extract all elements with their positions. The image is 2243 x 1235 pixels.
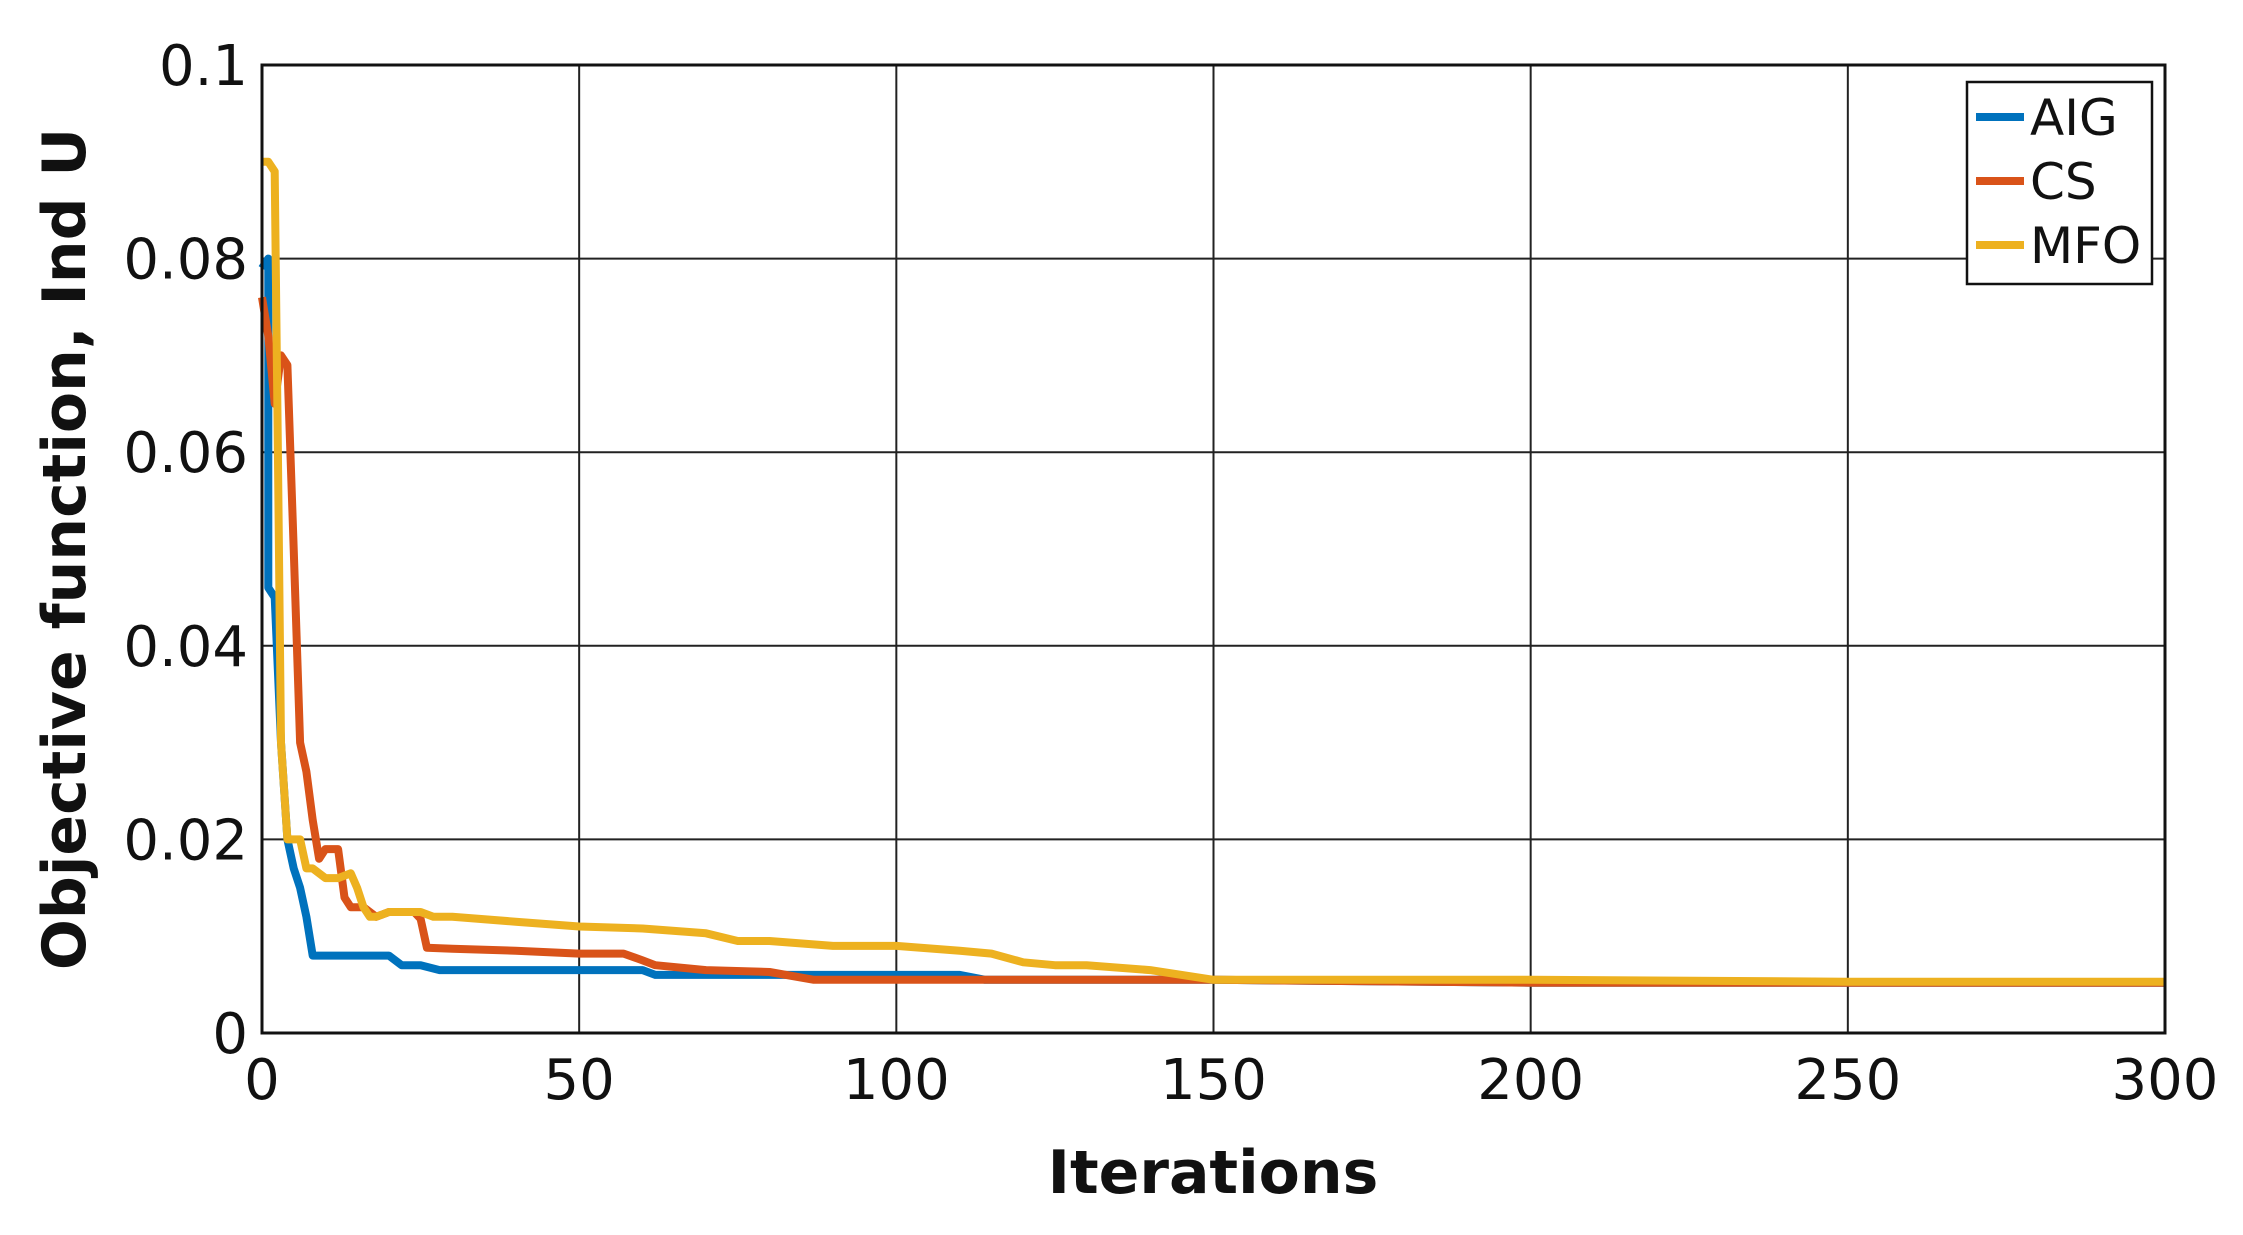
series-group <box>258 157 2165 987</box>
x-tick-label: 50 <box>544 1048 615 1113</box>
legend-label-cs: CS <box>2030 153 2097 211</box>
x-tick-label: 100 <box>843 1048 950 1113</box>
legend-label-aig: AIG <box>2030 89 2118 147</box>
legend: AIG CS MFO <box>1965 80 2154 286</box>
x-tick-label: 150 <box>1160 1048 1267 1113</box>
y-tick-label: 0.1 <box>159 34 248 99</box>
y-tick-label: 0.08 <box>123 228 248 293</box>
y-tick-label: 0 <box>212 1002 248 1067</box>
x-tick-labels: 0 50 100 150 200 250 300 <box>244 1048 2218 1113</box>
legend-label-mfo: MFO <box>2030 217 2141 275</box>
x-tick-label: 200 <box>1477 1048 1584 1113</box>
grid <box>262 65 2165 1033</box>
y-tick-label: 0.06 <box>123 421 248 486</box>
x-tick-label: 250 <box>1794 1048 1901 1113</box>
y-tick-labels: 0 0.02 0.04 0.06 0.08 0.1 <box>123 34 248 1067</box>
series-line-mfo <box>262 157 2165 986</box>
y-axis-title: Objective function, Ind U <box>30 128 100 970</box>
x-tick-label: 0 <box>244 1048 280 1113</box>
plot-frame <box>260 63 2167 1035</box>
x-axis-title: Iterations <box>1048 1138 1379 1208</box>
y-tick-label: 0.04 <box>123 615 248 680</box>
x-tick-label: 300 <box>2112 1048 2219 1113</box>
y-tick-label: 0.02 <box>123 808 248 873</box>
